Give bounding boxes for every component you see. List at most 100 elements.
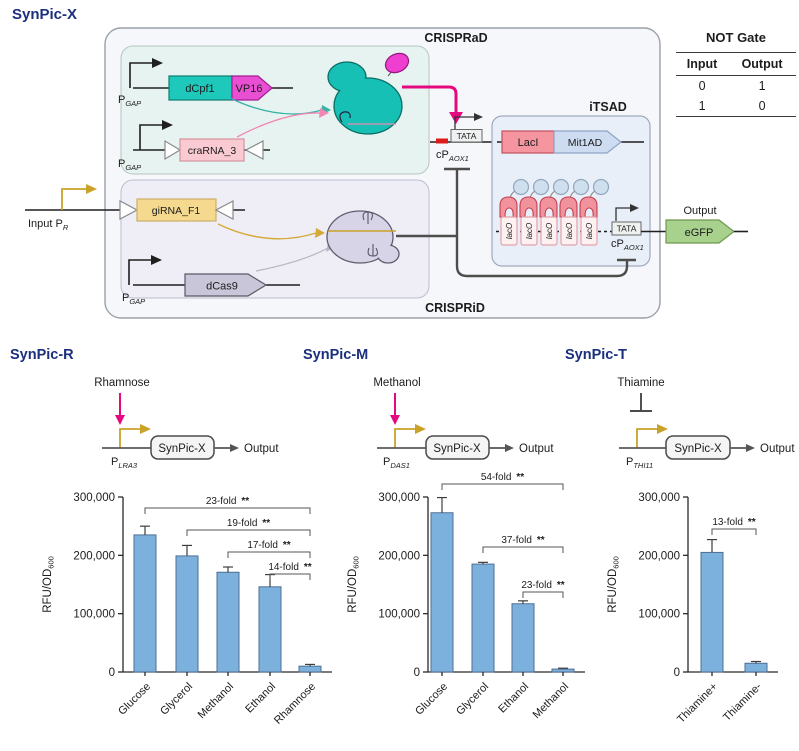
- y-axis-label: RFU/OD600: [42, 556, 56, 613]
- y-axis-label: RFU/OD600: [347, 556, 361, 613]
- cpaox1-promoter-1: TATA cPAOX1: [430, 113, 644, 163]
- repression-trunk: [455, 170, 629, 278]
- x-tick-label: Ethanol: [243, 681, 278, 716]
- col-input: Input: [676, 52, 729, 76]
- promoter-arrowhead: [162, 120, 173, 130]
- crarna-construct: craRNA_3 PGAP: [118, 120, 270, 172]
- crrna-icon: [339, 111, 351, 123]
- panel-title-t: SynPic-T: [565, 347, 628, 363]
- x-tick-label: Ethanol: [496, 681, 531, 716]
- dcas9-gene-arrow: [184, 273, 268, 297]
- x-tick-label: Rhamnose: [272, 681, 318, 727]
- dcas9-assembly-arrow: [255, 247, 329, 272]
- right-repeat-triangle: [244, 140, 264, 160]
- output-label: Output: [760, 443, 795, 455]
- y-tick-label: 300,000: [378, 492, 420, 504]
- comparison-label: 37-fold **: [501, 535, 544, 546]
- y-tick-label: 100,000: [378, 609, 420, 621]
- comparison-bracket: [269, 573, 311, 580]
- comparison-bracket: [711, 528, 757, 535]
- x-tick-label: Thiamine-: [721, 680, 764, 723]
- crisprid-label: CRISPRiD: [425, 301, 485, 315]
- input-promoter-arrow: [61, 188, 86, 210]
- left-repeat-triangle: [164, 139, 182, 161]
- bar-Glucose: [133, 534, 157, 673]
- girna-label: giRNA_F1: [152, 205, 201, 217]
- dcpf1-gene-box: [168, 75, 233, 101]
- laco-site-label: lacO: [585, 223, 594, 239]
- comparison-bracket: [482, 546, 564, 553]
- laco-site-box: [500, 216, 518, 246]
- y-tick-label: 0: [414, 667, 420, 679]
- mit1ad-protein-icon: [532, 178, 550, 196]
- inducer-label: Rhamnose: [94, 377, 150, 389]
- comparison-bracket: [441, 483, 564, 490]
- y-tick-label: 0: [109, 667, 115, 679]
- dcas9-complex: [326, 210, 400, 264]
- laco-site-box: [540, 216, 558, 246]
- egfp-gene-arrow: [665, 219, 735, 244]
- svg-text:SynPic-X: SynPic-X: [674, 443, 722, 455]
- promoter-label: PTHI11: [626, 456, 653, 470]
- comparison-label: 54-fold **: [481, 472, 524, 483]
- bar-Glycerol: [471, 563, 495, 673]
- y-tick-label: 300,000: [638, 492, 680, 504]
- comparison-bracket: [186, 529, 311, 536]
- laco-site-label: lacO: [525, 223, 534, 239]
- crarna-label: craRNA_3: [188, 145, 237, 157]
- promoter-arrow: [394, 428, 415, 448]
- laci-protein-icon: [519, 196, 538, 218]
- output-label: Output: [519, 443, 554, 455]
- circuit-synpic-t: Thiamine SynPic-X Output PTHI11: [617, 377, 795, 470]
- y-tick-label: 200,000: [378, 550, 420, 562]
- girna-construct: Input PR giRNA_F1: [25, 184, 245, 232]
- vp16-gene-arrow: [231, 75, 273, 101]
- laci-protein-icon: [559, 196, 578, 218]
- tata-box-2: [611, 221, 642, 236]
- mit1ad-protein-icon: [512, 178, 530, 196]
- comparison-bracket: [227, 551, 311, 558]
- bar-Rhamnose: [298, 665, 322, 673]
- comparison-label: 13-fold **: [712, 517, 755, 528]
- laco-array: lacO lacO lacO lacO lacO: [499, 178, 610, 246]
- y-tick-label: 0: [674, 667, 680, 679]
- pink-arrowhead: [319, 108, 329, 118]
- bar-Glucose: [430, 512, 454, 673]
- y-tick-label: 200,000: [638, 550, 680, 562]
- egfp-label: eGFP: [685, 227, 714, 239]
- not-gate-table: NOT Gate Input Output 0 1 1 0: [676, 30, 796, 117]
- activation-arrow: [402, 85, 458, 112]
- pgap-label-2: PGAP: [118, 158, 141, 172]
- comparison-label: 23-fold **: [521, 580, 564, 591]
- comparison-bracket: [144, 507, 311, 514]
- promoter-arrow: [636, 428, 657, 448]
- col-output: Output: [728, 52, 796, 76]
- comparison-label: 19-fold **: [227, 518, 270, 529]
- crarna-assembly-arrow: [236, 112, 321, 138]
- laco-site-box: [560, 216, 578, 246]
- promoter-label: PLRA3: [111, 456, 138, 470]
- comparison-label: 23-fold **: [206, 496, 249, 507]
- input-pr-label: Input PR: [28, 218, 69, 232]
- vp16-domain-icon: [384, 52, 410, 74]
- output-label: Output: [683, 205, 716, 217]
- bar-chart-SynPic-T: 0 100,000 200,000 300,000 RFU/OD600 Thiamine+…: [607, 492, 778, 726]
- itsad-label: iTSAD: [589, 100, 627, 114]
- svg-text:SynPic-X: SynPic-X: [158, 443, 206, 455]
- dcas9-construct: dCas9 PGAP: [122, 255, 300, 306]
- laco-site-box: [520, 216, 538, 246]
- circuit-synpic-r: Rhamnose SynPic-X Output PLRA3: [94, 377, 279, 470]
- pgap-label-3: PGAP: [122, 292, 145, 306]
- bar-Methanol: [216, 571, 240, 673]
- promoter-arrow: [119, 428, 140, 448]
- promoter-arrow: [139, 124, 162, 150]
- x-tick-label: Glycerol: [158, 681, 195, 718]
- inducer-label: Thiamine: [617, 377, 664, 389]
- bar-chart-SynPic-M: 0 100,000 200,000 300,000 RFU/OD600 Glucose Gl…: [347, 472, 585, 721]
- laci-label: LacI: [518, 137, 539, 149]
- dcpf1-vp16-construct: dCpf1 VP16 PGAP: [118, 58, 293, 108]
- promoter-arrowhead: [152, 58, 163, 68]
- laco-site-label: lacO: [565, 223, 574, 239]
- crisprad-label: CRISPRaD: [424, 31, 487, 45]
